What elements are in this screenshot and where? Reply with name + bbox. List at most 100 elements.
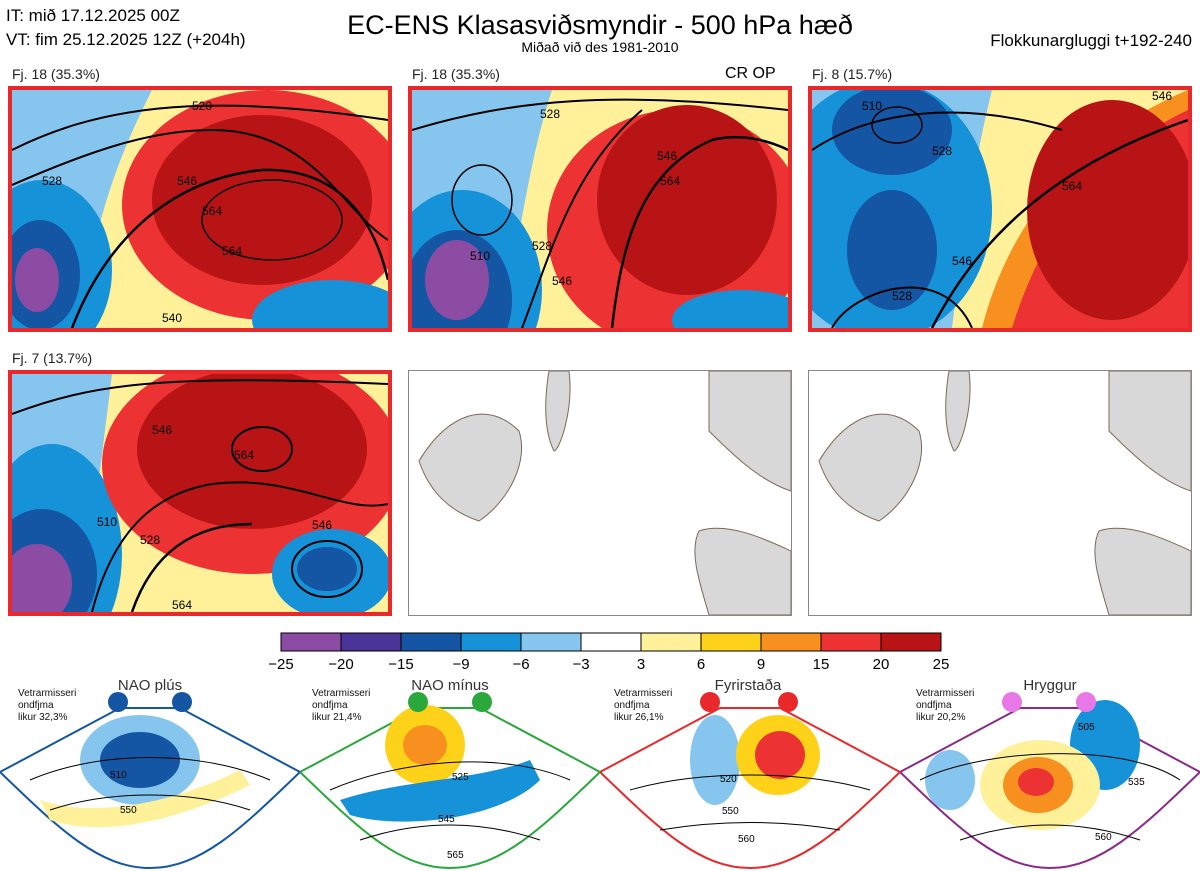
colorbar-segment [400,632,462,652]
contour-line [291,540,363,598]
colorbar-segment [340,632,402,652]
colorbar-segment [700,632,762,652]
colorbar-segment [520,632,582,652]
regime-contour-label: 510 [110,770,127,781]
contour-label: 564 [222,244,242,258]
coast-shape [945,371,971,452]
contour-line [231,426,293,472]
contour-label: 510 [862,99,882,113]
contour-label: 510 [97,515,117,529]
greenland-shape [418,413,523,522]
regime-marker [1002,692,1022,712]
colorbar-tick-label: 9 [756,656,766,673]
contour-label: 564 [1062,179,1082,193]
contour-label: 520 [192,99,212,113]
regime-marker [1076,692,1096,712]
contour-line [930,118,1188,328]
contour-line [12,104,388,151]
anomaly-blue-south [672,290,788,328]
panel-4-label: Fj. 7 (13.7%) [12,350,93,366]
regime-contour-label: 560 [1095,832,1112,843]
regime-contour-label: 560 [738,834,755,845]
colorbar-segment [820,632,882,652]
colorbar-tick-label: 3 [636,656,646,673]
contour-label: 528 [42,174,62,188]
anomaly-low-core [425,240,489,320]
regime-anomaly-blue-west [925,750,975,810]
anomaly-low-south [847,190,937,310]
cluster-panel-3: 510 528 546 564 528 546 [808,86,1192,332]
contour-label: 528 [540,107,560,121]
contour-line [201,179,343,261]
empty-map-6 [818,371,1191,615]
colorbar-tick-label: 20 [872,656,890,673]
cluster-panel-4: 564 546 528 510 546 564 [8,370,392,616]
cluster-panel-5-empty [408,370,792,616]
contour-line [412,98,788,131]
regime-4-map: 505 535 560 [900,692,1200,870]
regime-marker [778,692,798,712]
empty-map-5 [418,371,791,615]
contour-label: 564 [202,204,222,218]
cluster-map-1: 520 546 564 564 528 540 [12,90,388,328]
anomaly-blue-south [252,280,388,328]
colorbar-tick-label: 15 [812,656,830,673]
contour-label: 564 [660,174,680,188]
contour-label: 528 [140,533,160,547]
anomaly-high-core [1027,100,1188,320]
colorbar-segment [460,632,522,652]
contour-label: 546 [552,274,572,288]
contour-line [91,481,388,612]
regime-3-map: 520 550 560 [600,692,900,870]
panel-3-label: Fj. 8 (15.7%) [812,66,893,82]
colorbar-tick-label: −25 [268,656,294,673]
regime-4-stats: Vetrarmisseri ondfjma likur 20,2% [916,688,975,723]
regime-anomaly-red [755,731,805,779]
contour-label: 510 [470,249,490,263]
colorbar-tick-label: 25 [932,656,950,673]
contour-label: 528 [932,144,952,158]
cluster-panel-6-empty [808,370,1192,616]
anomaly-high-core [137,374,367,529]
contour-label: 528 [892,289,912,303]
greenland-shape [818,413,923,522]
regime-contour [629,774,871,791]
contour-label: 546 [952,254,972,268]
anomaly-low-core [12,544,72,612]
regime-3-stats: Vetrarmisseri ondfjma likur 26,1% [614,688,673,723]
contour-label: 546 [1152,90,1172,103]
cluster-panel-1: 520 546 564 564 528 540 [8,86,392,332]
regime-1-map: 510 550 [0,692,300,870]
regime-anomaly-blue [340,760,540,822]
regime-1-title: NAO plús [117,677,183,694]
regime-contour-label: 550 [120,805,137,816]
contour-line [12,128,388,241]
regime-marker [472,692,492,712]
colorbar [280,632,942,652]
regime-contour-label: 550 [722,806,739,817]
regime-contour [329,761,571,791]
contour-line [610,135,788,328]
regime-anomaly-red [1018,768,1054,796]
chart-subtitle: Miðað við des 1981-2010 [521,39,679,55]
contour-line [831,286,973,328]
contour-line [871,106,923,144]
panel-2-op-label: CR OP [725,65,776,82]
regime-anomaly-orange [403,725,447,765]
contour-label: 540 [162,311,182,325]
colorbar-segment [760,632,822,652]
regime-contour [359,824,541,841]
colorbar-segment [880,632,942,652]
classification-window: Flokkunargluggi t+192-240 [990,31,1192,50]
colorbar-segment [280,632,342,652]
regime-marker [108,692,128,712]
contour-line [521,109,643,328]
scandinavia-shape [1108,371,1191,492]
colorbar-tick-label: −9 [452,656,470,673]
contour-label: 546 [177,174,197,188]
contour-label: 546 [312,518,332,532]
colorbar-tick-label: −3 [572,656,590,673]
contour-label: 546 [657,149,677,163]
regime-contour [49,794,251,811]
contour-line [130,522,253,612]
